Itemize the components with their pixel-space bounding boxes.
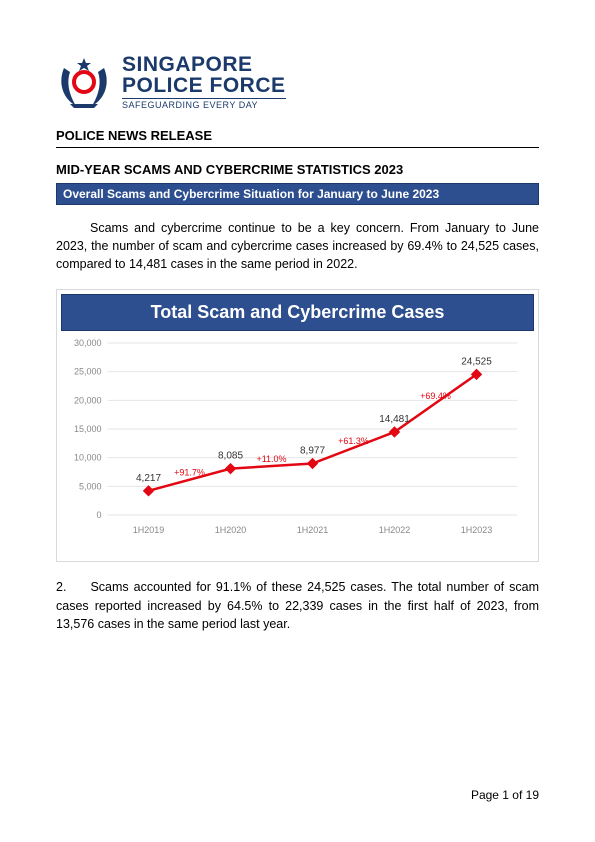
svg-text:10,000: 10,000 (74, 453, 102, 463)
svg-text:4,217: 4,217 (136, 473, 161, 484)
paragraph-2-num: 2. (56, 580, 66, 594)
logo-line1: SINGAPORE (122, 54, 286, 75)
svg-text:24,525: 24,525 (461, 357, 492, 368)
svg-text:30,000: 30,000 (74, 338, 102, 348)
chart-container: Total Scam and Cybercrime Cases 0 5,000 10… (56, 289, 539, 562)
svg-text:20,000: 20,000 (74, 396, 102, 406)
svg-text:+61.3%: +61.3% (338, 436, 369, 446)
chart-svg: 0 5,000 10,000 15,000 20,000 25,000 30,000 4,21… (67, 337, 528, 537)
page-number: Page 1 of 19 (471, 788, 539, 802)
svg-text:1H2019: 1H2019 (133, 525, 165, 535)
svg-text:1H2022: 1H2022 (379, 525, 411, 535)
logo-block: SINGAPORE POLICE FORCE SAFEGUARDING EVER… (56, 54, 539, 110)
svg-text:1H2020: 1H2020 (215, 525, 247, 535)
svg-text:+69.4%: +69.4% (420, 392, 451, 402)
paragraph-2: 2.Scams accounted for 91.1% of these 24,… (56, 578, 539, 632)
chart-plot-area: 0 5,000 10,000 15,000 20,000 25,000 30,000 4,21… (67, 337, 528, 537)
paragraph-2-text: Scams accounted for 91.1% of these 24,52… (56, 580, 539, 630)
svg-text:1H2023: 1H2023 (461, 525, 493, 535)
svg-text:+91.7%: +91.7% (174, 468, 205, 478)
release-label: POLICE NEWS RELEASE (56, 128, 539, 143)
crest-icon (56, 54, 112, 110)
logo-tagline: SAFEGUARDING EVERY DAY (122, 98, 286, 110)
svg-text:0: 0 (96, 510, 101, 520)
chart-title: Total Scam and Cybercrime Cases (61, 294, 534, 331)
logo-text: SINGAPORE POLICE FORCE SAFEGUARDING EVER… (122, 54, 286, 110)
svg-text:1H2021: 1H2021 (297, 525, 329, 535)
svg-text:14,481: 14,481 (379, 414, 410, 425)
svg-text:5,000: 5,000 (79, 482, 102, 492)
paragraph-1-text: Scams and cybercrime continue to be a ke… (56, 221, 539, 271)
svg-text:25,000: 25,000 (74, 367, 102, 377)
svg-text:+11.0%: +11.0% (256, 454, 286, 464)
document-title: MID-YEAR SCAMS AND CYBERCRIME STATISTICS… (56, 162, 539, 177)
svg-text:8,977: 8,977 (300, 446, 325, 457)
svg-text:8,085: 8,085 (218, 451, 243, 462)
divider (56, 147, 539, 148)
svg-text:15,000: 15,000 (74, 424, 102, 434)
logo-line2: POLICE FORCE (122, 75, 286, 96)
paragraph-1: Scams and cybercrime continue to be a ke… (56, 219, 539, 273)
section-banner: Overall Scams and Cybercrime Situation f… (56, 183, 539, 205)
